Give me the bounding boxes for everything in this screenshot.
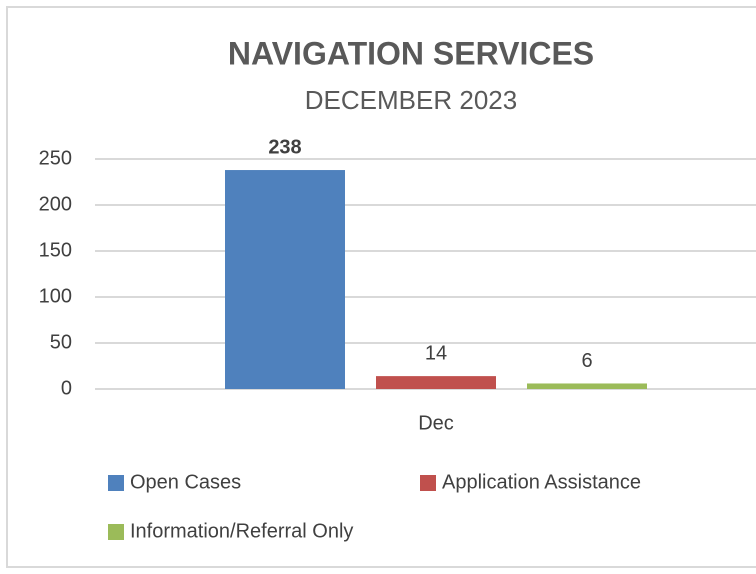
legend-label: Application Assistance bbox=[442, 471, 641, 493]
data-label: 6 bbox=[581, 350, 592, 372]
chart-subtitle: DECEMBER 2023 bbox=[305, 85, 517, 115]
y-tick-label: 150 bbox=[39, 239, 72, 261]
chart-border bbox=[6, 6, 756, 568]
bar bbox=[225, 170, 345, 389]
chart-title: NAVIGATION SERVICES bbox=[228, 35, 594, 71]
y-tick-label: 200 bbox=[39, 193, 72, 215]
x-tick-label: Dec bbox=[418, 412, 454, 434]
data-label: 14 bbox=[425, 342, 447, 364]
legend-label: Information/Referral Only bbox=[130, 520, 353, 542]
y-tick-label: 250 bbox=[39, 147, 72, 169]
legend-swatch bbox=[108, 524, 124, 540]
legend-label: Open Cases bbox=[130, 471, 241, 493]
legend-swatch bbox=[420, 475, 436, 491]
data-label: 238 bbox=[268, 136, 301, 158]
y-tick-label: 100 bbox=[39, 285, 72, 307]
y-tick-label: 0 bbox=[61, 377, 72, 399]
legend-swatch bbox=[108, 475, 124, 491]
bar bbox=[527, 383, 647, 389]
y-tick-label: 50 bbox=[50, 331, 72, 353]
bar bbox=[376, 376, 496, 389]
